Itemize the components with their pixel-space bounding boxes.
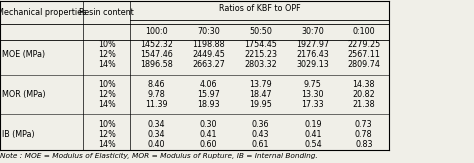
Text: 18.47: 18.47 bbox=[249, 90, 272, 99]
Text: 12%: 12% bbox=[98, 50, 116, 59]
Text: Note : MOE = Modulus of Elasticity, MOR = Modulus of Rupture, IB = Internal Bond: Note : MOE = Modulus of Elasticity, MOR … bbox=[0, 153, 318, 159]
Text: 1896.58: 1896.58 bbox=[140, 60, 173, 69]
Text: 3029.13: 3029.13 bbox=[296, 60, 329, 69]
Text: 10%: 10% bbox=[98, 40, 116, 49]
Text: 1452.32: 1452.32 bbox=[140, 40, 173, 49]
Text: 0.43: 0.43 bbox=[252, 130, 269, 139]
Text: 2663.27: 2663.27 bbox=[192, 60, 225, 69]
Text: Resin content: Resin content bbox=[79, 8, 134, 17]
Text: 0.73: 0.73 bbox=[355, 120, 373, 129]
Text: 0.41: 0.41 bbox=[304, 130, 321, 139]
Text: 0.78: 0.78 bbox=[355, 130, 373, 139]
Text: 2176.43: 2176.43 bbox=[296, 50, 329, 59]
Text: 70:30: 70:30 bbox=[197, 27, 220, 36]
Text: 9.78: 9.78 bbox=[147, 90, 165, 99]
Text: 1198.88: 1198.88 bbox=[192, 40, 225, 49]
Text: 0.36: 0.36 bbox=[252, 120, 269, 129]
Text: 0.19: 0.19 bbox=[304, 120, 322, 129]
Text: MOE (MPa): MOE (MPa) bbox=[2, 50, 46, 59]
Text: 2803.32: 2803.32 bbox=[244, 60, 277, 69]
Text: 2215.23: 2215.23 bbox=[244, 50, 277, 59]
Text: 13.30: 13.30 bbox=[301, 90, 324, 99]
Text: 12%: 12% bbox=[98, 90, 116, 99]
Text: 21.38: 21.38 bbox=[353, 100, 375, 109]
Text: 11.39: 11.39 bbox=[145, 100, 168, 109]
Text: 14%: 14% bbox=[98, 140, 116, 149]
Text: 0.83: 0.83 bbox=[355, 140, 373, 149]
Text: 1547.46: 1547.46 bbox=[140, 50, 173, 59]
Text: MOR (MPa): MOR (MPa) bbox=[2, 90, 46, 99]
Text: 19.95: 19.95 bbox=[249, 100, 272, 109]
Text: 4.06: 4.06 bbox=[200, 80, 217, 89]
Text: 1754.45: 1754.45 bbox=[244, 40, 277, 49]
Text: 0.30: 0.30 bbox=[200, 120, 217, 129]
Text: 10%: 10% bbox=[98, 80, 116, 89]
Text: Mechanical properties: Mechanical properties bbox=[0, 8, 86, 17]
Text: 12%: 12% bbox=[98, 130, 116, 139]
Text: 100:0: 100:0 bbox=[145, 27, 168, 36]
Text: IB (MPa): IB (MPa) bbox=[2, 130, 35, 139]
Text: 9.75: 9.75 bbox=[304, 80, 322, 89]
Text: 14%: 14% bbox=[98, 100, 116, 109]
Text: 0.41: 0.41 bbox=[200, 130, 217, 139]
Text: 18.93: 18.93 bbox=[197, 100, 220, 109]
Text: 0:100: 0:100 bbox=[353, 27, 375, 36]
Text: 14%: 14% bbox=[98, 60, 116, 69]
Text: 8.46: 8.46 bbox=[148, 80, 165, 89]
Text: 0.34: 0.34 bbox=[148, 130, 165, 139]
Text: 30:70: 30:70 bbox=[301, 27, 324, 36]
Text: 10%: 10% bbox=[98, 120, 116, 129]
Text: 2449.45: 2449.45 bbox=[192, 50, 225, 59]
Text: 0.60: 0.60 bbox=[200, 140, 217, 149]
Text: 13.79: 13.79 bbox=[249, 80, 272, 89]
Text: 0.40: 0.40 bbox=[148, 140, 165, 149]
Text: 0.54: 0.54 bbox=[304, 140, 322, 149]
Text: 1927.97: 1927.97 bbox=[296, 40, 329, 49]
Text: 2279.25: 2279.25 bbox=[347, 40, 381, 49]
Text: 2567.11: 2567.11 bbox=[347, 50, 380, 59]
Text: 20.82: 20.82 bbox=[353, 90, 375, 99]
Text: 50:50: 50:50 bbox=[249, 27, 272, 36]
Text: 14.38: 14.38 bbox=[353, 80, 375, 89]
Text: 17.33: 17.33 bbox=[301, 100, 324, 109]
Text: 2809.74: 2809.74 bbox=[347, 60, 380, 69]
Text: 15.97: 15.97 bbox=[197, 90, 220, 99]
Text: Ratios of KBF to OPF: Ratios of KBF to OPF bbox=[219, 4, 301, 13]
Text: 0.61: 0.61 bbox=[252, 140, 269, 149]
Text: 0.34: 0.34 bbox=[148, 120, 165, 129]
